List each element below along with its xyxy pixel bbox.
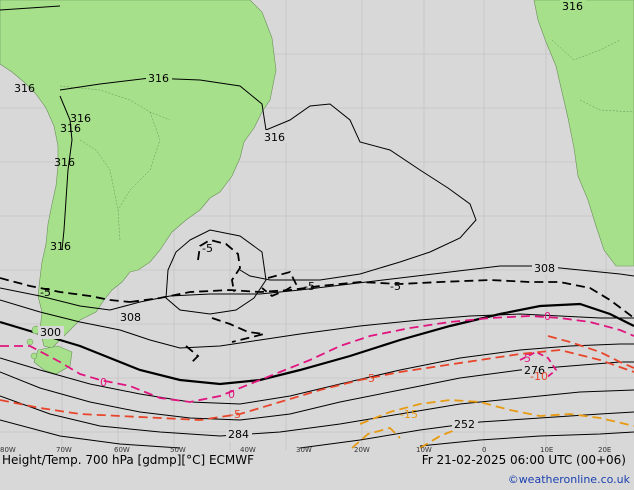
label-316-peru: 316 xyxy=(14,82,35,95)
label-276: 276 xyxy=(524,364,545,377)
valid-time: Fr 21-02-2025 06:00 UTC (00+06) xyxy=(421,453,626,467)
height-contour-300 xyxy=(0,302,634,386)
map-title: Height/Temp. 700 hPa [gdmp][°C] ECMWF xyxy=(2,453,255,467)
lon-tick: 60W xyxy=(114,446,130,454)
label-temp-minus5-d: -5 xyxy=(390,280,401,293)
label-308-east: 308 xyxy=(534,262,555,275)
label-316-chile-3: 316 xyxy=(54,156,75,169)
isotherms-minus5-black xyxy=(0,239,634,363)
label-284: 284 xyxy=(228,428,249,441)
lon-tick: 50W xyxy=(170,446,186,454)
lon-tick: 0 xyxy=(482,446,487,454)
height-contours xyxy=(0,5,634,449)
credit-link[interactable]: ©weatheronline.co.uk xyxy=(507,473,630,486)
lon-tick: 10W xyxy=(416,446,432,454)
label-temp-minus15: -15 xyxy=(400,408,418,421)
label-316-chile-4: 316 xyxy=(50,240,71,253)
lon-tick: 20E xyxy=(598,446,612,454)
lon-tick: 20W xyxy=(354,446,370,454)
label-300: 300 xyxy=(40,326,61,339)
lon-tick: 10E xyxy=(540,446,554,454)
label-temp-minus5-g: -5 xyxy=(520,352,531,365)
label-316-chile-2: 316 xyxy=(60,122,81,135)
label-temp-0-c: 0 xyxy=(544,310,551,323)
south-america-landmass xyxy=(0,0,277,349)
lon-tick: 40W xyxy=(240,446,256,454)
label-316-brazil: 316 xyxy=(148,72,169,85)
label-temp-minus5-c: -5 xyxy=(304,280,315,293)
label-308-west: 308 xyxy=(120,311,141,324)
lon-tick-labels: 80W 70W 60W 50W 40W 30W 20W 10W 0 10E 20… xyxy=(0,446,634,456)
lon-tick: 80W xyxy=(0,446,16,454)
label-temp-0-b: 0 xyxy=(228,388,235,401)
label-temp-minus5-b: -5 xyxy=(40,286,51,299)
label-temp-0-a: 0 xyxy=(100,376,107,389)
isotherm-zero-patch xyxy=(519,350,558,379)
label-316-ocean: 316 xyxy=(264,131,285,144)
label-252: 252 xyxy=(454,418,475,431)
country-borders xyxy=(59,39,634,241)
label-temp-minus10: -10 xyxy=(530,370,548,383)
label-temp-minus5-f: -5 xyxy=(364,372,375,385)
isotherm-minus5-red xyxy=(0,349,634,421)
label-316-chile-1: 316 xyxy=(70,112,91,125)
isotherm-minus5-red-loop xyxy=(547,335,634,369)
isotherm-zero xyxy=(0,315,634,403)
lon-tick: 70W xyxy=(56,446,72,454)
africa-landmass xyxy=(533,0,634,267)
label-temp-minus5-a: -5 xyxy=(202,242,213,255)
label-temp-minus5-e: -5 xyxy=(230,408,241,421)
lon-tick: 30W xyxy=(296,446,312,454)
label-316-africa: 316 xyxy=(562,0,583,13)
isotherms-warm-orange xyxy=(351,399,634,449)
